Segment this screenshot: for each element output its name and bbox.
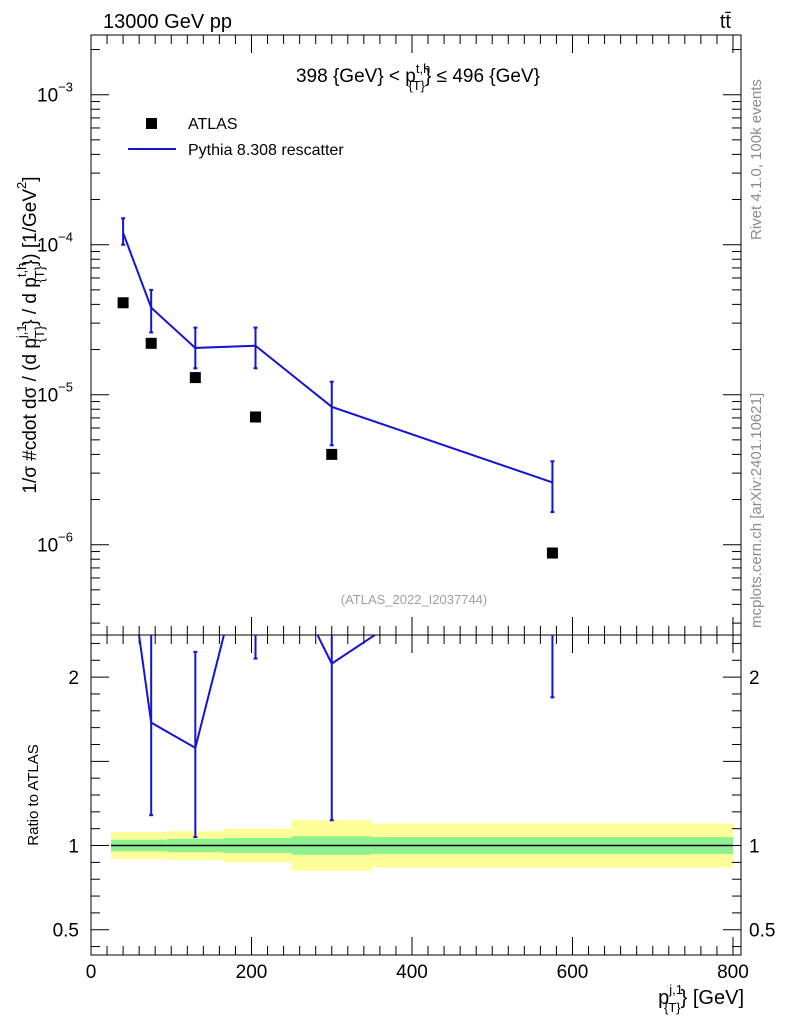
ylabel-part-d-sup: t,h [14,263,29,277]
main-y-tick-label-exp: −4 [58,230,73,245]
ylabel-part-c: } / d p [20,277,41,326]
legend-atlas-label: ATLAS [188,116,238,133]
ratio-plot-marks [138,635,555,839]
legend: ATLAS Pythia 8.308 rescatter [128,116,344,159]
main-y-tick-label-base: 10 [37,236,58,257]
atlas-data-point [250,411,262,423]
xlabel-sub: {T} [664,1000,681,1015]
main-y-axis-title: 1/σ #cdot dσ / (d pj,1 {T}} / d pt,h {T}})… [14,176,47,493]
xlabel-part-a: p [658,987,669,1009]
x-tick-label: 0 [86,962,97,983]
ratio-y-tick-label-left: 2 [68,668,79,689]
chart-title-sub: {T} [408,78,425,93]
main-y-tick-label-base: 10 [37,536,58,557]
main-y-tick-label-exp: −5 [58,380,73,395]
main-y-tick-label-exp: −6 [58,530,73,545]
ylabel-part-g: ] [20,176,41,181]
ylabel-part-a: 1/σ #cdot dσ / (d p [20,338,41,493]
x-axis-title: pj,1 {T}} [GeV] [658,982,744,1015]
atlas-data-point [326,448,338,460]
rivet-label: Rivet 4.1.0, 100k events [748,79,765,240]
xlabel-part-b: } [GeV] [681,987,744,1009]
ratio-y-tick-label-right: 0.5 [749,921,775,942]
ratio-panel-frame [90,634,742,956]
x-tick-label: 800 [717,962,749,983]
chart-title: 398 {GeV} < pt,h {T}} ≤ 496 {GeV} [296,61,540,93]
main-y-tick-label: 10−3 [37,80,73,107]
atlas-data-point [117,297,129,309]
atlas-data-point [145,337,157,349]
main-y-tick-label: 10−6 [37,530,73,557]
mcplots-label: mcplots.cern.ch [arXiv:2401.10621] [748,393,765,628]
xlabel-sup: j,1 [668,982,683,997]
legend-atlas-marker [146,118,157,129]
x-tick-label: 200 [236,962,268,983]
ratio-clipped-group [138,635,555,839]
x-tick-label: 600 [557,962,589,983]
chart-title-rhs: } ≤ 496 {GeV} [425,66,540,87]
analysis-watermark: (ATLAS_2022_I2037744) [341,592,487,607]
process-label: tt̄ [720,11,732,33]
ylabel-part-b-sub: {T} [32,325,47,342]
ratio-y-tick-label-left: 0.5 [53,921,79,942]
chart-title-lhs: 398 {GeV} < p [296,66,416,87]
ratio-pythia-line [138,635,377,750]
ratio-y-tick-label-right: 1 [749,837,760,858]
ylabel-part-d-sub: {T} [32,265,47,282]
main-y-tick-label-base: 10 [37,386,58,407]
main-y-tick-label: 10−4 [37,230,73,257]
ylabel-part-e: }) [1/GeV [20,189,41,266]
atlas-data-point [546,547,558,559]
ratio-uncertainty-bands [111,820,733,871]
chart-title-sup: t,h [416,61,430,76]
ylabel-part-f-sup: 2 [14,182,29,189]
ratio-y-tick-label-left: 1 [68,837,79,858]
energy-label: 13000 GeV pp [103,11,232,33]
main-plot-marks [117,217,558,559]
x-tick-label: 400 [396,962,428,983]
ylabel-part-b-sup: j,1 [14,324,29,339]
atlas-data-point [189,372,201,384]
ratio-y-tick-label-right: 2 [749,668,760,689]
ratio-y-axis-title: Ratio to ATLAS [25,744,42,845]
legend-pythia-label: Pythia 8.308 rescatter [188,142,344,159]
main-y-tick-label: 10−5 [37,380,73,407]
main-y-tick-label-exp: −3 [58,80,73,95]
pythia-line [122,232,553,484]
main-y-tick-label-base: 10 [37,86,58,107]
